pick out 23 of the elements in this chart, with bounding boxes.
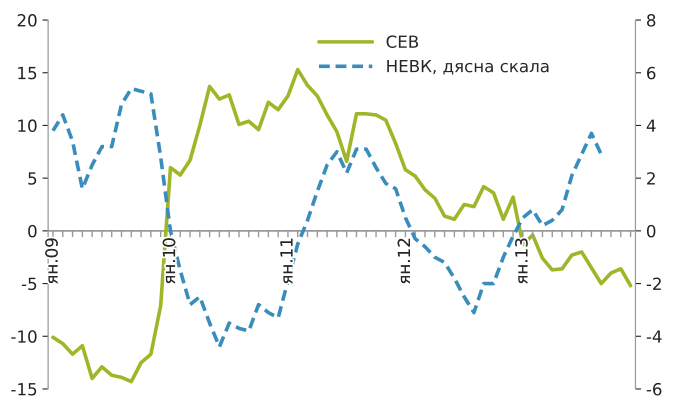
y-tick-label: -15 (11, 383, 36, 396)
y2-tick-label: 8 (647, 14, 656, 27)
y-tick-label: 20 (18, 14, 37, 27)
y2-tick-label: 0 (646, 224, 656, 238)
x-tick-label: ян.10 (162, 238, 176, 284)
y-tick-label: 0 (28, 224, 37, 238)
y2-tick-label: -6 (646, 382, 662, 396)
y2-tick-label: -4 (646, 330, 662, 343)
legend-label: НЕВК, дясна скала (387, 60, 548, 74)
x-tick-label: ян.11 (280, 238, 293, 284)
y-tick-label: 5 (28, 172, 36, 185)
y-tick-label: -10 (11, 330, 37, 343)
y2-tick-label: 2 (647, 172, 655, 184)
y-tick-label: 10 (18, 119, 37, 132)
y2-tick-label: 4 (646, 120, 656, 132)
y-tick-label: 15 (18, 66, 36, 80)
legend-label: СЕВ (386, 35, 418, 48)
y-tick-label: -5 (22, 278, 36, 290)
x-tick-label: ян.13 (515, 238, 528, 284)
x-tick-label: ян.12 (398, 238, 410, 284)
y2-tick-label: -2 (646, 278, 661, 290)
x-tick-label: ян.09 (45, 238, 58, 284)
y2-tick-label: 6 (647, 66, 656, 80)
